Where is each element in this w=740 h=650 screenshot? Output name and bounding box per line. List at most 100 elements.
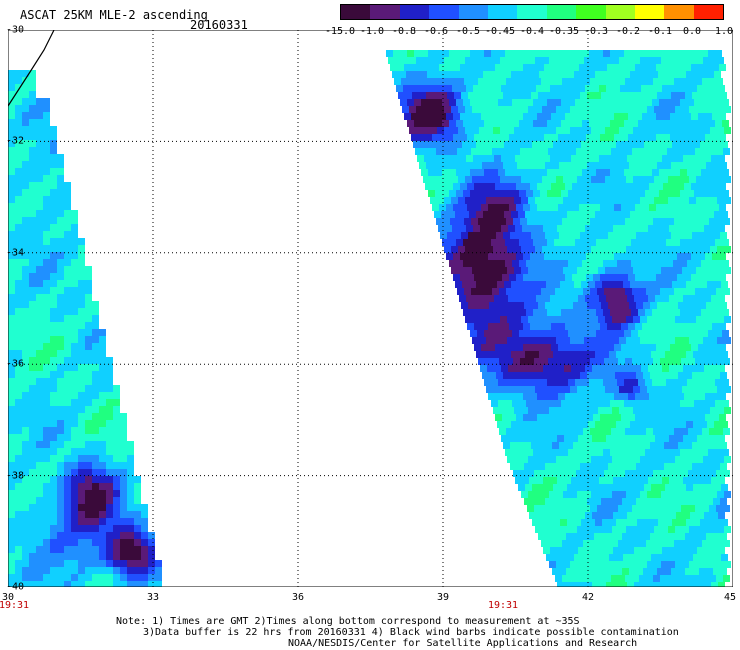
data-cell — [626, 456, 633, 463]
data-cell — [648, 85, 655, 92]
data-cell — [599, 435, 606, 442]
data-cell — [472, 57, 479, 64]
data-cell — [575, 99, 582, 106]
data-cell — [470, 169, 477, 176]
data-cell — [85, 441, 92, 448]
data-cell — [521, 106, 528, 113]
data-cell — [565, 183, 572, 190]
data-cell — [626, 561, 633, 568]
data-cell — [697, 477, 704, 484]
data-cell — [473, 225, 480, 232]
data-cell — [546, 421, 553, 428]
data-cell — [50, 511, 57, 518]
data-cell — [612, 127, 619, 134]
longitude-label: 36 — [291, 592, 305, 603]
data-cell — [654, 386, 661, 393]
data-cell — [442, 169, 449, 176]
data-cell — [57, 154, 64, 161]
time-label-right: 19:31 — [487, 600, 519, 611]
data-cell — [545, 498, 552, 505]
data-cell — [545, 302, 552, 309]
data-cell — [491, 190, 498, 197]
data-cell — [418, 134, 425, 141]
data-cell — [92, 441, 99, 448]
data-cell — [15, 154, 22, 161]
data-cell — [534, 505, 541, 512]
data-cell — [591, 176, 598, 183]
data-cell — [113, 560, 120, 567]
data-cell — [573, 232, 580, 239]
data-cell — [106, 581, 113, 587]
data-cell — [631, 99, 638, 106]
data-cell — [8, 238, 15, 245]
data-cell — [638, 50, 645, 57]
data-cell — [684, 183, 691, 190]
data-cell — [496, 372, 503, 379]
data-cell — [717, 176, 724, 183]
data-cell — [553, 141, 560, 148]
data-cell — [647, 456, 654, 463]
data-cell — [698, 204, 705, 211]
data-cell — [516, 253, 523, 260]
data-cell — [677, 344, 684, 351]
data-cell — [623, 421, 630, 428]
data-cell — [626, 197, 633, 204]
data-cell — [661, 127, 668, 134]
data-cell — [643, 232, 650, 239]
data-cell — [517, 302, 524, 309]
data-cell — [657, 302, 664, 309]
data-cell — [8, 196, 15, 203]
data-cell — [425, 113, 432, 120]
data-cell — [638, 260, 645, 267]
data-cell — [120, 518, 127, 525]
data-cell — [428, 190, 435, 197]
data-cell — [599, 85, 606, 92]
data-cell — [8, 490, 15, 497]
data-cell — [639, 148, 646, 155]
data-cell — [532, 141, 539, 148]
data-cell — [443, 218, 450, 225]
data-cell — [449, 50, 456, 57]
data-cell — [594, 302, 601, 309]
data-cell — [661, 176, 668, 183]
data-cell — [618, 575, 625, 582]
data-cell — [654, 127, 661, 134]
data-cell — [78, 490, 85, 497]
data-cell — [488, 113, 495, 120]
data-cell — [85, 581, 92, 587]
data-cell — [113, 567, 120, 574]
data-cell — [92, 476, 99, 483]
data-cell — [702, 148, 709, 155]
data-cell — [64, 182, 71, 189]
data-cell — [113, 462, 120, 469]
data-cell — [677, 64, 684, 71]
data-cell — [583, 540, 590, 547]
data-cell — [430, 197, 437, 204]
data-cell — [50, 238, 57, 245]
data-cell — [659, 190, 666, 197]
data-cell — [15, 140, 22, 147]
data-cell — [724, 246, 731, 253]
data-cell — [57, 245, 64, 252]
data-cell — [704, 225, 711, 232]
data-cell — [582, 379, 589, 386]
data-cell — [535, 491, 542, 498]
data-cell — [574, 281, 581, 288]
data-cell — [575, 379, 582, 386]
data-cell — [479, 197, 486, 204]
data-cell — [714, 519, 721, 526]
data-cell — [8, 147, 15, 154]
data-cell — [614, 64, 621, 71]
data-cell — [519, 120, 526, 127]
data-cell — [540, 379, 547, 386]
data-cell — [544, 344, 551, 351]
data-cell — [78, 581, 85, 587]
data-cell — [500, 386, 507, 393]
data-cell — [598, 316, 605, 323]
data-cell — [607, 393, 614, 400]
data-cell — [565, 113, 572, 120]
data-cell — [589, 400, 596, 407]
colorbar-label: -0.8 — [391, 26, 417, 37]
data-cell — [717, 491, 724, 498]
data-cell — [689, 407, 696, 414]
